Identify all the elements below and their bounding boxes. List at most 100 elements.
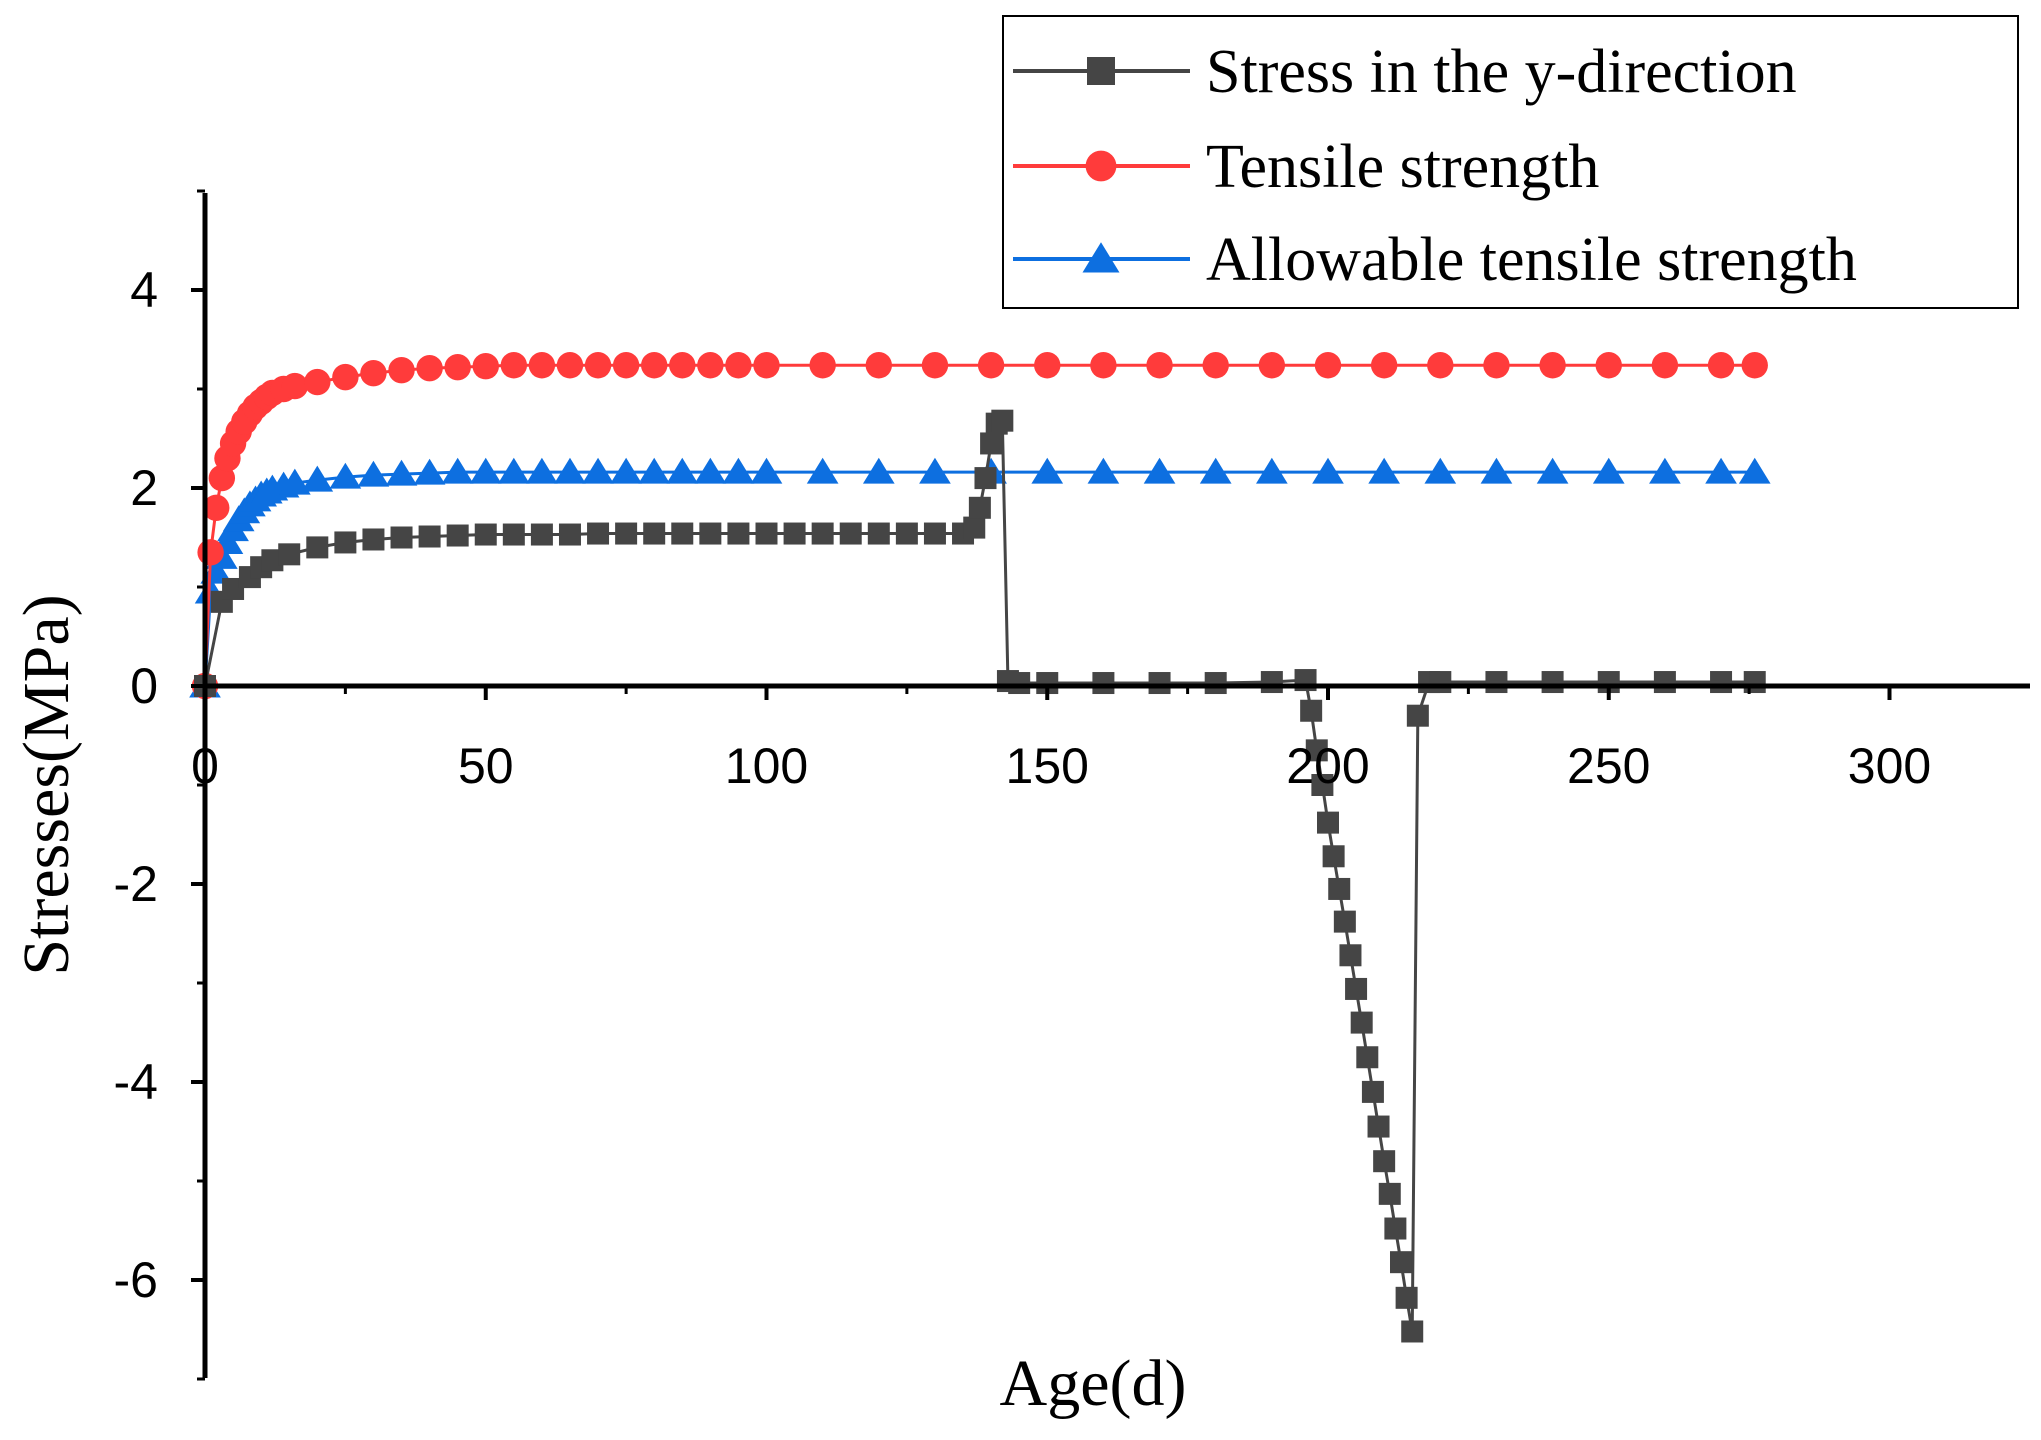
- data-point: [497, 457, 530, 484]
- data-point: [1536, 457, 1569, 484]
- data-point: [1199, 457, 1232, 484]
- x-tick-label: 300: [1848, 738, 1931, 794]
- data-point: [610, 457, 642, 484]
- legend-marker: [1082, 242, 1120, 273]
- legend-item: Allowable tensile strength: [1013, 226, 1857, 294]
- data-point: [385, 459, 418, 486]
- data-point: [811, 522, 834, 545]
- data-point: [750, 457, 783, 484]
- data-point: [839, 522, 862, 545]
- legend-label: Stress in the y-direction: [1206, 38, 1797, 106]
- data-point: [783, 522, 806, 545]
- data-point: [357, 460, 390, 487]
- data-point: [334, 531, 357, 554]
- data-point: [1378, 1182, 1401, 1205]
- data-point: [1314, 352, 1342, 379]
- data-point: [1743, 671, 1766, 694]
- data-point: [1480, 457, 1513, 484]
- data-point: [1707, 352, 1735, 379]
- data-point: [306, 536, 329, 559]
- data-point: [1300, 699, 1323, 722]
- data-point: [418, 525, 441, 548]
- data-point: [1406, 704, 1429, 727]
- data-point: [1541, 671, 1564, 694]
- data-point: [556, 352, 584, 379]
- data-point: [1204, 672, 1227, 695]
- y-tick-label: -2: [114, 856, 158, 912]
- data-point: [1258, 352, 1286, 379]
- data-point: [1333, 910, 1356, 933]
- data-point: [641, 352, 668, 379]
- data-point: [444, 354, 471, 381]
- data-point: [1485, 671, 1508, 694]
- data-point: [362, 528, 385, 551]
- data-point: [991, 409, 1014, 432]
- data-point: [526, 457, 558, 484]
- data-point: [474, 523, 497, 546]
- data-point: [923, 522, 946, 545]
- legend-item: Tensile strength: [1013, 133, 1599, 201]
- data-point: [725, 352, 752, 379]
- data-point: [1305, 739, 1328, 762]
- data-point: [1367, 1115, 1390, 1138]
- data-point: [329, 462, 362, 489]
- data-point: [301, 465, 334, 492]
- data-point: [1370, 352, 1398, 379]
- data-point: [1146, 352, 1173, 379]
- data-point: [261, 549, 284, 572]
- data-point: [1008, 672, 1031, 695]
- data-point: [332, 363, 359, 391]
- data-point: [1651, 352, 1679, 379]
- data-point: [500, 352, 528, 379]
- data-point: [472, 353, 499, 380]
- data-point: [921, 352, 949, 379]
- x-tick-label: 200: [1286, 738, 1369, 794]
- legend-marker: [1087, 57, 1115, 85]
- data-point: [413, 458, 446, 485]
- data-point: [197, 539, 224, 566]
- y-tick-label: -4: [114, 1054, 158, 1110]
- data-point: [615, 522, 638, 545]
- legend-marker: [1085, 150, 1117, 182]
- data-point: [1143, 457, 1176, 484]
- data-point: [502, 523, 525, 546]
- data-point: [1653, 671, 1676, 694]
- data-point: [1710, 671, 1733, 694]
- data-point: [222, 577, 245, 600]
- data-point: [755, 522, 778, 545]
- data-point: [1649, 457, 1681, 484]
- data-point: [584, 352, 612, 379]
- x-tick-label: 100: [725, 738, 808, 794]
- data-point: [360, 359, 387, 387]
- data-point: [1738, 457, 1771, 484]
- series-line: [203, 418, 1755, 1332]
- data-point: [281, 372, 309, 400]
- series-stress-in-the-y-direction: [194, 409, 1766, 1343]
- series-tensile-strength: [191, 352, 1768, 700]
- series-layer: [189, 352, 1771, 1343]
- legend-label: Allowable tensile strength: [1206, 226, 1857, 294]
- data-point: [1312, 457, 1344, 484]
- data-point: [643, 522, 666, 545]
- data-point: [1148, 672, 1171, 695]
- data-point: [1345, 977, 1368, 1000]
- y-tick-label: 2: [130, 460, 158, 516]
- data-point: [862, 457, 895, 484]
- data-point: [1311, 774, 1334, 796]
- data-point: [1317, 811, 1339, 834]
- data-point: [558, 523, 581, 546]
- data-point: [638, 457, 671, 484]
- data-point: [279, 468, 311, 495]
- data-point: [1350, 1011, 1373, 1034]
- legend-item: Stress in the y-direction: [1013, 38, 1797, 106]
- data-point: [208, 464, 236, 492]
- data-point: [727, 522, 750, 545]
- data-point: [278, 543, 301, 566]
- data-point: [1373, 1150, 1396, 1173]
- data-point: [977, 352, 1005, 379]
- data-point: [1339, 944, 1362, 967]
- data-point: [1090, 352, 1117, 379]
- data-point: [1034, 352, 1061, 379]
- data-point: [666, 457, 699, 484]
